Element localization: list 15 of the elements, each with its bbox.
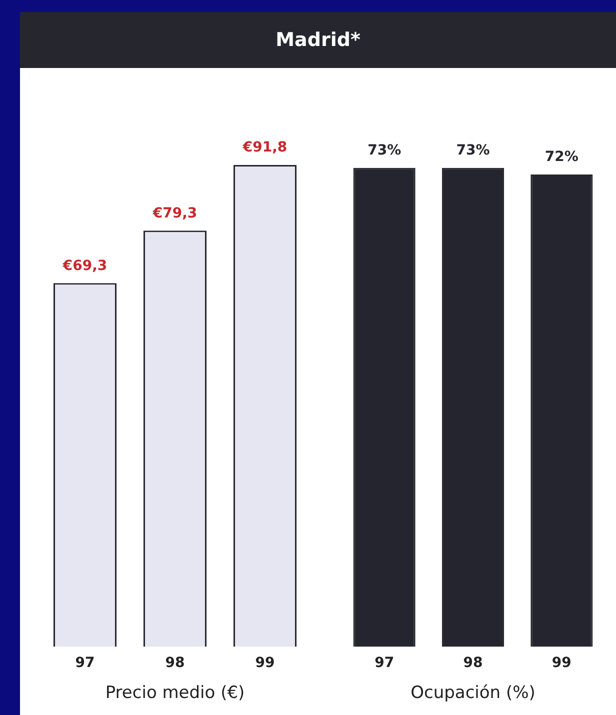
x-tick-label: 97 (75, 654, 95, 671)
data-label: €91,8 (242, 140, 288, 156)
x-tick-label: 98 (463, 654, 483, 671)
x-axis-title: Precio medio (€) (105, 683, 245, 704)
x-axis-title: Ocupación (%) (410, 683, 536, 704)
data-label: €79,3 (152, 205, 198, 222)
data-label: 72% (544, 149, 578, 166)
chart-title: Madrid* (20, 12, 616, 68)
data-label: 73% (456, 142, 490, 159)
x-tick-label: 99 (552, 654, 572, 671)
data-label: 73% (368, 142, 402, 159)
x-tick-label: 99 (255, 654, 275, 671)
data-label: €69,3 (62, 258, 108, 274)
x-tick-label: 97 (374, 654, 394, 671)
x-tick-label: 98 (165, 654, 185, 671)
